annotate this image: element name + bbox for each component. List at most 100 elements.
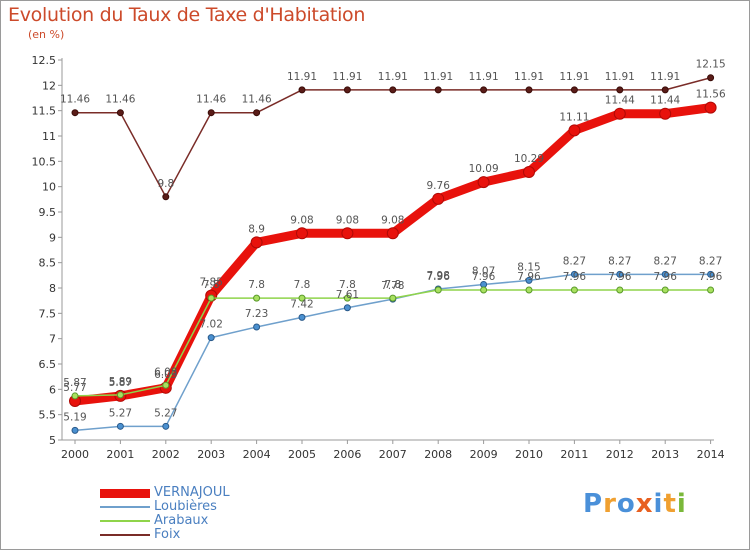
data-label: 8.07 [472,265,495,277]
data-label: 11.91 [605,71,635,83]
data-label: 5.87 [63,377,86,389]
logo-letter: x [635,489,654,519]
y-tick-label: 12 [42,79,56,92]
legend-swatch-vernajoul [100,489,150,498]
data-point [616,270,624,278]
data-point [343,304,351,312]
data-label: 7.23 [245,308,268,320]
data-label: 7.96 [427,271,451,283]
y-tick-label: 8.5 [39,257,57,270]
data-point [296,227,308,240]
data-label: 11.91 [423,71,453,83]
data-label: 11.91 [514,71,544,83]
legend-swatch-arabaux [100,520,150,522]
data-point [707,286,715,294]
data-label: 7.61 [336,289,359,301]
data-label: 7.98 [427,270,450,282]
data-point [71,426,79,434]
data-label: 7.96 [699,271,723,283]
x-tick-label: 2011 [560,448,588,461]
data-point [570,286,578,294]
y-tick-label: 8 [49,282,56,295]
data-label: 11.91 [378,71,408,83]
data-label: 11.91 [469,71,499,83]
data-label: 11.46 [196,94,226,106]
y-tick-label: 7.5 [39,307,57,320]
data-label: 5.89 [109,376,132,388]
legend-swatch-foix [100,534,150,536]
data-label: 8.27 [654,255,677,267]
data-label: 5.19 [63,411,86,423]
x-tick-label: 2002 [152,448,180,461]
data-point [659,107,672,120]
data-point [298,313,306,321]
x-tick-label: 2010 [515,448,543,461]
y-tick-label: 10 [42,181,56,194]
chart-subtitle: (en %) [28,28,65,41]
data-point [707,74,715,82]
data-point [207,294,215,302]
data-point [162,193,170,201]
data-label: 7.96 [608,271,632,283]
logo-letter: t [663,489,677,519]
data-label: 7.96 [654,271,678,283]
y-tick-label: 6 [49,383,56,396]
data-label: 5.27 [154,407,177,419]
data-label: 8.9 [248,223,265,235]
data-label: 11.46 [105,94,135,106]
logo-letter: i [676,489,687,519]
data-label: 7.42 [290,298,313,310]
data-label: 11.91 [287,71,317,83]
data-label: 5.77 [63,382,86,394]
data-label: 11.44 [605,95,635,107]
x-tick-label: 2014 [697,448,725,461]
data-label: 7.96 [563,271,587,283]
legend-swatch-loubieres [100,506,150,508]
data-point [389,86,397,94]
data-label: 7.96 [472,271,496,283]
legend-item-arabaux: Arabaux [100,513,320,528]
legend-label-arabaux: Arabaux [154,513,209,528]
data-label: 11.46 [242,94,272,106]
data-point [432,192,445,205]
data-label: 11.91 [559,71,589,83]
data-label: 5.27 [109,407,132,419]
data-point [116,422,124,430]
data-point [661,286,669,294]
proxiti-logo: Proxiti [583,489,687,519]
data-label: 9.76 [427,180,451,192]
data-point [661,86,669,94]
data-label: 11.46 [60,94,90,106]
x-tick-label: 2004 [243,448,271,461]
data-point [71,392,79,400]
data-label: 11.56 [696,89,726,101]
data-label: 7.8 [248,279,265,291]
x-tick-label: 2005 [288,448,316,461]
x-tick-label: 2006 [333,448,361,461]
data-label: 7.96 [517,271,541,283]
data-point [525,286,533,294]
logo-letter: i [653,489,664,519]
data-point [480,286,488,294]
data-point [116,391,124,399]
data-point [704,101,717,114]
data-point [525,276,533,284]
data-point [162,422,170,430]
data-point [568,124,581,137]
x-tick-label: 2008 [424,448,452,461]
data-label: 5.87 [109,377,132,389]
data-label: 8.15 [517,261,540,273]
data-label: 8.27 [699,255,722,267]
data-label: 6.03 [154,369,177,381]
data-label: 7.78 [381,280,404,292]
x-tick-label: 2007 [379,448,407,461]
x-tick-label: 2009 [470,448,498,461]
legend: VERNAJOUL Loubières Arabaux Foix [100,485,320,542]
y-tick-label: 9 [49,231,56,244]
y-tick-label: 11.5 [32,105,57,118]
data-label: 7.8 [294,279,311,291]
data-point [525,86,533,94]
data-point [116,109,124,117]
line-chart: 5 5.5 6 6.5 7 7.5 8 8.5 9 9.5 10 10.5 11 11.5 12 12.5 20… [32,54,726,461]
data-point [253,294,261,302]
